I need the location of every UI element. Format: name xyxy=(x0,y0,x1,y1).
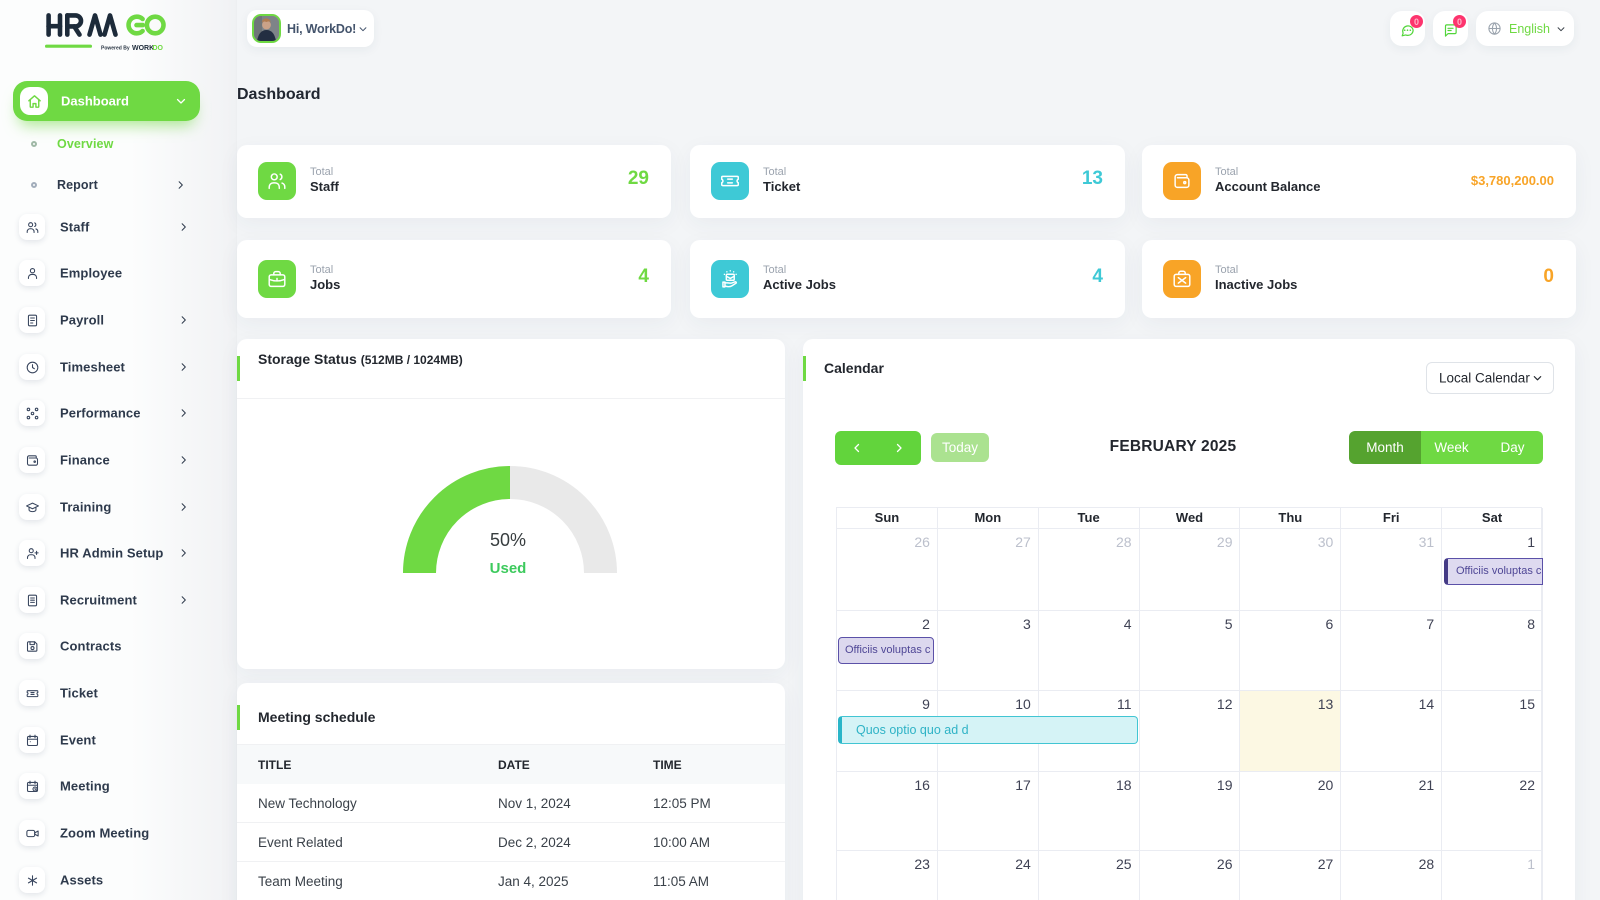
svg-text:WORK: WORK xyxy=(132,45,154,52)
svg-text:Powered By: Powered By xyxy=(101,46,130,52)
svg-text:DO: DO xyxy=(153,45,164,52)
